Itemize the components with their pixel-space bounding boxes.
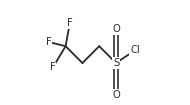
Text: O: O <box>112 89 120 100</box>
Text: F: F <box>46 37 52 47</box>
Text: Cl: Cl <box>130 45 140 55</box>
Text: O: O <box>112 24 120 34</box>
Text: F: F <box>50 62 56 72</box>
Text: S: S <box>113 58 119 68</box>
Text: F: F <box>67 18 73 28</box>
